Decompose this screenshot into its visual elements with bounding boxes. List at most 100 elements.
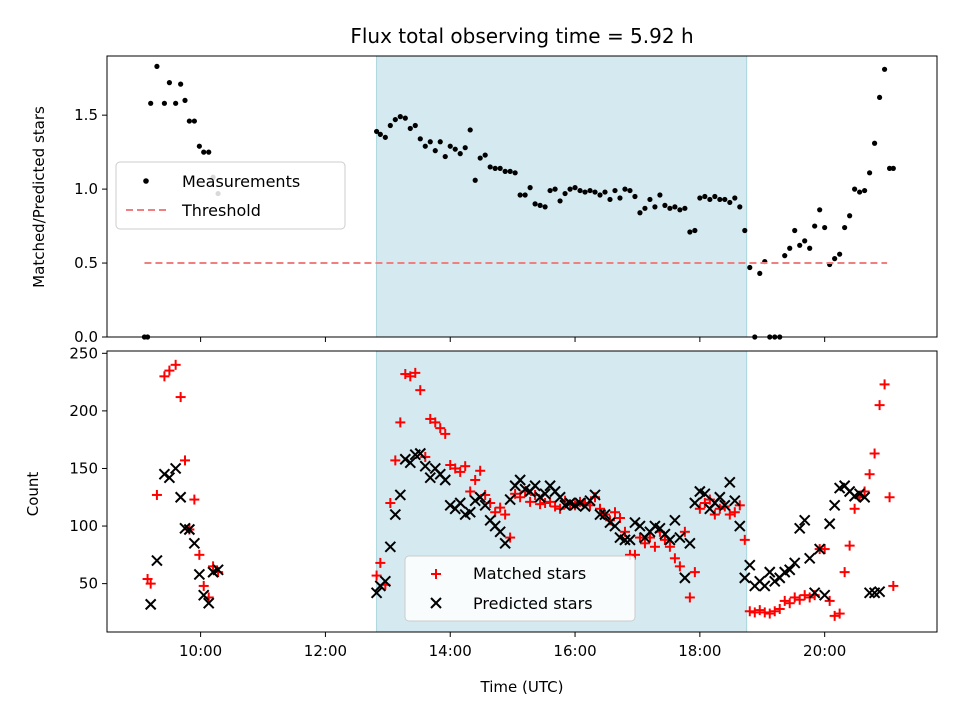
predicted-point bbox=[534, 491, 546, 503]
measurement-point bbox=[802, 238, 808, 244]
predicted-point bbox=[793, 522, 806, 535]
matched-point bbox=[555, 503, 566, 514]
matched-point bbox=[799, 590, 810, 601]
measurement-point bbox=[373, 128, 380, 135]
measurement-point bbox=[161, 100, 168, 106]
matched-point bbox=[540, 498, 551, 509]
predicted-point bbox=[769, 575, 781, 588]
predicted-point bbox=[469, 495, 481, 507]
matched-point bbox=[749, 607, 760, 618]
predicted-point bbox=[664, 534, 676, 546]
measurement-point bbox=[787, 245, 793, 251]
matched-point bbox=[550, 501, 561, 512]
legend-predicted-label: Predicted stars bbox=[473, 594, 593, 613]
measurement-point bbox=[182, 97, 188, 103]
measurement-point bbox=[871, 140, 878, 146]
predicted-point bbox=[729, 495, 741, 507]
ratio-y-tick-label: 0.5 bbox=[74, 254, 98, 272]
predicted-point bbox=[494, 526, 506, 538]
matched-point bbox=[395, 417, 406, 428]
measurement-point bbox=[517, 192, 523, 198]
predicted-point bbox=[419, 460, 431, 472]
measurement-point bbox=[672, 204, 678, 210]
measurement-point bbox=[452, 146, 458, 152]
predicted-point bbox=[699, 488, 711, 500]
legend-predicted-marker bbox=[430, 597, 442, 609]
matched-point bbox=[864, 469, 875, 480]
ratio-panel: 0.0 0.5 1.0 1.5 bbox=[74, 55, 938, 346]
measurement-point bbox=[577, 187, 583, 194]
measurement-point bbox=[847, 213, 853, 219]
measurement-point bbox=[582, 189, 588, 195]
predicted-point bbox=[674, 531, 686, 544]
measurement-point bbox=[807, 245, 813, 251]
measurement-point bbox=[607, 196, 613, 203]
x-tick-label: 14:00 bbox=[429, 642, 472, 660]
matched-point bbox=[789, 592, 800, 603]
measurement-point bbox=[201, 149, 207, 155]
measurement-point bbox=[617, 195, 623, 201]
measurement-point bbox=[722, 196, 728, 203]
matched-point bbox=[888, 580, 899, 591]
matched-point bbox=[844, 540, 855, 551]
matched-point bbox=[764, 608, 775, 619]
predicted-point bbox=[464, 506, 476, 518]
x-axis-title: Time (UTC) bbox=[480, 678, 564, 696]
predicted-point bbox=[574, 497, 586, 509]
measurement-point bbox=[697, 195, 703, 201]
matched-point bbox=[884, 492, 895, 503]
measurement-point bbox=[682, 205, 688, 211]
predicted-point bbox=[853, 488, 866, 500]
count-y-tick-label: 150 bbox=[69, 459, 98, 477]
count-y-tick-label: 50 bbox=[79, 575, 98, 593]
measurement-point bbox=[842, 224, 848, 231]
measurement-point bbox=[602, 189, 608, 195]
predicted-point bbox=[158, 468, 171, 480]
predicted-point bbox=[151, 554, 163, 567]
predicted-point bbox=[169, 462, 182, 475]
predicted-point bbox=[823, 518, 836, 530]
x-tick-label: 10:00 bbox=[179, 642, 222, 660]
matched-point bbox=[829, 610, 840, 621]
ratio-frame bbox=[106, 55, 938, 338]
predicted-point bbox=[744, 559, 756, 571]
measurement-point bbox=[527, 185, 533, 191]
predicted-point bbox=[609, 520, 621, 532]
predicted-point bbox=[589, 489, 601, 501]
measurement-point bbox=[757, 270, 763, 277]
predicted-point bbox=[684, 537, 696, 550]
count-y-tick-label: 100 bbox=[69, 517, 98, 535]
matched-point bbox=[689, 567, 700, 578]
measurement-point bbox=[792, 227, 798, 234]
predicted-point bbox=[474, 491, 486, 503]
count-frame bbox=[106, 350, 938, 633]
matched-point bbox=[475, 465, 486, 476]
legend-threshold-label: Threshold bbox=[181, 201, 261, 220]
measurement-point bbox=[687, 229, 693, 235]
predicted-point bbox=[379, 575, 392, 588]
matched-point bbox=[824, 595, 835, 606]
measurement-point bbox=[148, 100, 154, 106]
predicted-point bbox=[389, 508, 402, 521]
x-tick-label: 18:00 bbox=[678, 642, 721, 660]
matched-point bbox=[774, 603, 785, 614]
measurement-point bbox=[407, 125, 413, 132]
matched-point bbox=[460, 461, 471, 472]
matched-point bbox=[189, 494, 200, 505]
measurement-point bbox=[627, 187, 633, 194]
matched-point bbox=[385, 498, 396, 509]
matched-point bbox=[639, 538, 650, 549]
predicted-point bbox=[594, 508, 606, 521]
predicted-point bbox=[504, 493, 516, 506]
predicted-point bbox=[764, 566, 776, 578]
measurement-point bbox=[154, 63, 160, 69]
measurement-point bbox=[817, 207, 823, 213]
measurement-point bbox=[432, 148, 438, 154]
count-series-predicted-stars bbox=[144, 447, 886, 611]
count-panel: 50 100 150 200 250 10:00 12:00 14:00 16:00 18:00 2… bbox=[69, 344, 938, 660]
measurement-point bbox=[857, 189, 863, 195]
x-tick-label: 16:00 bbox=[553, 642, 596, 660]
matched-point bbox=[659, 534, 670, 545]
measurement-point bbox=[886, 165, 893, 171]
